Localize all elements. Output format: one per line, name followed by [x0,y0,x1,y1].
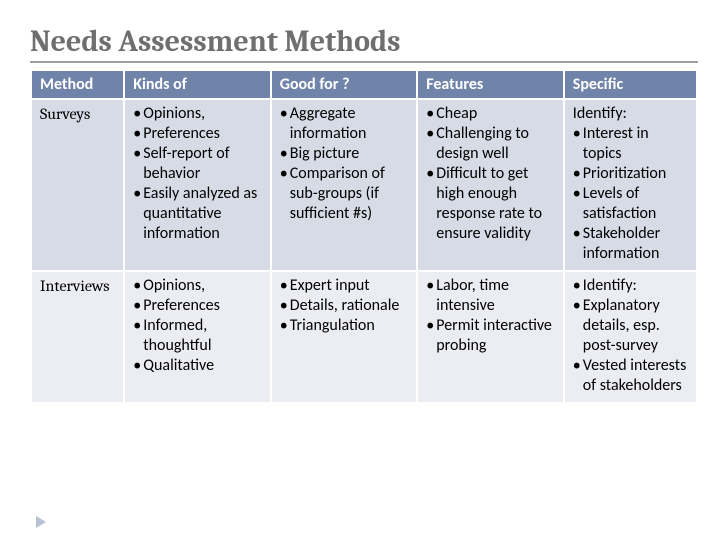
bullet-list: Identify:Explanatory details, esp. post-… [573,276,688,396]
col-header-specific: Specific [564,70,697,99]
bullet-item: Informed, thoughtful [133,316,262,356]
cell-good: Aggregate informationBig pictureComparis… [271,99,418,271]
bullet-list: Labor, time intensivePermit interactive … [426,276,555,356]
bullet-item: Preferences [133,296,262,316]
table-row: SurveysOpinions,PreferencesSelf-report o… [31,99,697,271]
bullet-item: Details, rationale [280,296,409,316]
cell-kinds: Opinions,PreferencesSelf-report of behav… [124,99,271,271]
bullet-item: Challenging to design well [426,124,555,164]
bullet-item: Opinions, [133,104,262,124]
bullet-item: Levels of satisfaction [573,184,688,224]
bullet-item: Preferences [133,124,262,144]
cell-specific: Identify:Explanatory details, esp. post-… [564,271,697,403]
cell-specific: Identify:Interest in topicsPrioritizatio… [564,99,697,271]
bullet-item: Self-report of behavior [133,144,262,184]
bullet-item: Cheap [426,104,555,124]
bullet-item: Stakeholder information [573,224,688,264]
cell-features: CheapChallenging to design wellDifficult… [417,99,564,271]
bullet-item: Expert input [280,276,409,296]
table-body: SurveysOpinions,PreferencesSelf-report o… [31,99,697,403]
bullet-item: Aggregate information [280,104,409,144]
bullet-list: Opinions,PreferencesInformed, thoughtful… [133,276,262,376]
cell-method: Interviews [31,271,124,403]
cell-kinds: Opinions,PreferencesInformed, thoughtful… [124,271,271,403]
bullet-item: Labor, time intensive [426,276,555,316]
cell-lead-text: Identify: [573,104,688,124]
col-header-method: Method [31,70,124,99]
bullet-item: Comparison of sub-groups (if sufficient … [280,164,409,224]
bullet-item: Permit interactive probing [426,316,555,356]
bullet-item: Big picture [280,144,409,164]
bullet-item: Prioritization [573,164,688,184]
bullet-list: Aggregate informationBig pictureComparis… [280,104,409,224]
bullet-item: Difficult to get high enough response ra… [426,164,555,244]
bullet-item: Identify: [573,276,688,296]
bullet-list: Interest in topicsPrioritizationLevels o… [573,124,688,264]
methods-table: Method Kinds of Good for ? Features Spec… [30,69,698,404]
table-row: InterviewsOpinions,PreferencesInformed, … [31,271,697,403]
bullet-item: Easily analyzed as quantitative informat… [133,184,262,244]
table-header-row: Method Kinds of Good for ? Features Spec… [31,70,697,99]
page-title: Needs Assessment Methods [30,24,698,63]
bullet-list: Expert inputDetails, rationaleTriangulat… [280,276,409,336]
col-header-kinds: Kinds of [124,70,271,99]
bullet-item: Explanatory details, esp. post-survey [573,296,688,356]
bullet-list: CheapChallenging to design wellDifficult… [426,104,555,244]
cell-method: Surveys [31,99,124,271]
cell-good: Expert inputDetails, rationaleTriangulat… [271,271,418,403]
col-header-good: Good for ? [271,70,418,99]
bullet-item: Qualitative [133,356,262,376]
bullet-list: Opinions,PreferencesSelf-report of behav… [133,104,262,244]
bullet-item: Triangulation [280,316,409,336]
cell-features: Labor, time intensivePermit interactive … [417,271,564,403]
col-header-features: Features [417,70,564,99]
bullet-item: Vested interests of stakeholders [573,356,688,396]
slide-marker-icon [36,516,46,528]
bullet-item: Interest in topics [573,124,688,164]
bullet-item: Opinions, [133,276,262,296]
